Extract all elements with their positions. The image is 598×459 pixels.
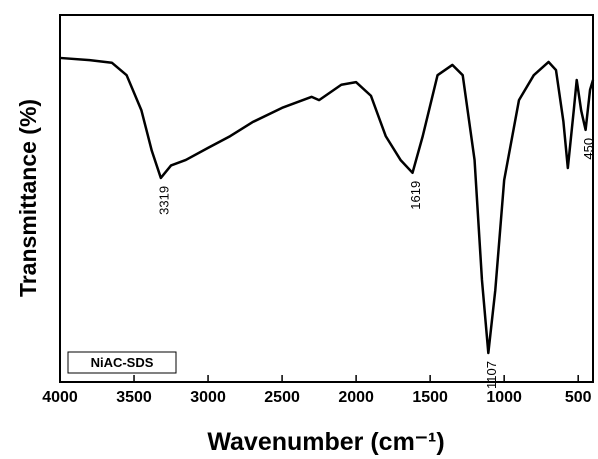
peak-label: 1107 — [484, 361, 499, 389]
x-tick-label: 500 — [565, 389, 592, 406]
plot-frame — [59, 14, 594, 383]
x-tick-label: 2500 — [264, 389, 300, 406]
x-axis-title: Wavenumber (cm⁻¹) — [207, 428, 444, 456]
peak-label: 450 — [581, 138, 596, 160]
x-tick-label: 2000 — [338, 389, 374, 406]
legend-box — [67, 351, 177, 374]
peak-label: 3319 — [156, 186, 171, 215]
legend-label: NiAC-SDS — [91, 355, 154, 370]
x-tick-label: 1500 — [412, 389, 448, 406]
peak-label: 1619 — [408, 181, 423, 210]
x-tick-label: 4000 — [42, 389, 78, 406]
x-tick-label: 1000 — [486, 389, 522, 406]
spectrum-line — [59, 56, 595, 355]
x-tick-label: 3000 — [190, 389, 226, 406]
x-tick-label: 3500 — [116, 389, 152, 406]
y-axis-title: Transmittance (%) — [15, 99, 41, 297]
